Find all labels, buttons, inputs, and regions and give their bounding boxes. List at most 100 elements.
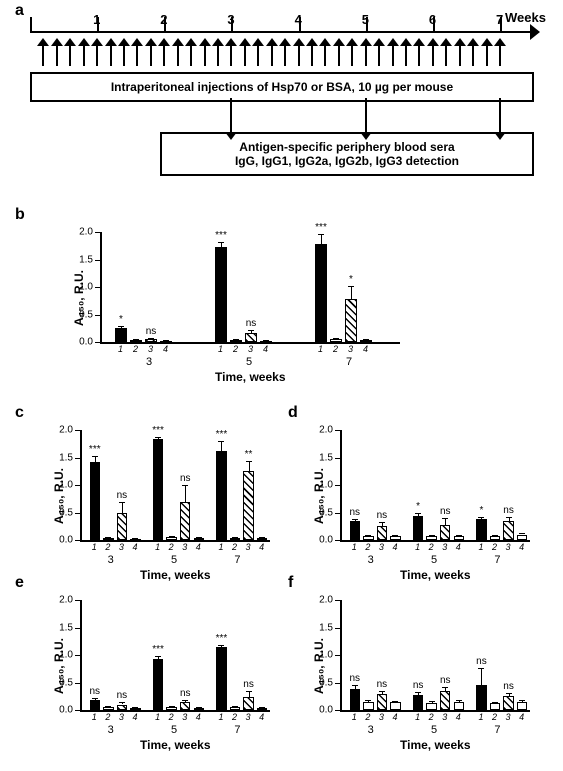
bar [363,536,374,540]
injection-arrow [306,36,318,66]
chart-f: 0.00.51.01.52.0A₄₅₀, R.U.ns12ns343ns12ns… [340,600,530,755]
panel-e-label: e [15,574,24,592]
detection-line1: Antigen-specific periphery blood sera [239,140,454,154]
injection-arrow [51,36,63,66]
bar [517,535,528,541]
bar [413,695,424,710]
bar [363,702,374,710]
injection-arrow [105,36,117,66]
bar [115,328,127,342]
bar [180,702,191,710]
bar [243,697,254,710]
bar [257,538,268,540]
bar [243,471,254,540]
bar [503,696,514,710]
injection-arrow [427,36,439,66]
bar [350,521,361,540]
injection-arrow [91,36,103,66]
bar [345,299,357,342]
panel-c-label: c [15,404,24,422]
injection-arrow [266,36,278,66]
injection-arrow [225,36,237,66]
injection-arrow [145,36,157,66]
injection-arrow [440,36,452,66]
timeline-tick [500,17,502,31]
injection-arrow [78,36,90,66]
timeline-tick [164,17,166,31]
injection-arrow [494,36,506,66]
injection-arrow [319,36,331,66]
bar [153,439,164,540]
bar [90,700,101,710]
bar [215,247,227,342]
timeline-axis [30,31,530,33]
injection-box: Intraperitoneal injections of Hsp70 or B… [30,72,534,102]
timeline-tick [299,17,301,31]
injection-arrow [467,36,479,66]
injection-arrow [293,36,305,66]
bar [440,691,451,710]
timeline-tick [366,17,368,31]
bar [390,702,401,710]
timeline-tick [433,17,435,31]
bar [245,333,257,342]
bar [145,339,157,342]
bar [503,521,514,540]
injection-arrow [400,36,412,66]
bar [454,702,465,710]
injection-arrow [199,36,211,66]
bar [476,519,487,540]
bar [166,707,177,710]
bar [230,707,241,710]
bar [103,707,114,710]
chart-b: 0.00.51.01.52.0A₄₅₀, R.U.*12ns343***12ns… [100,232,400,387]
chart-e: 0.00.51.01.52.0A₄₅₀, R.U.ns12ns343***12n… [80,600,270,755]
injection-arrow [346,36,358,66]
injection-arrow [185,36,197,66]
injection-arrow [239,36,251,66]
panel-a: Weeks 1234567 Intraperitoneal injections… [30,12,545,182]
bar [216,451,227,540]
injection-arrow [252,36,264,66]
injection-arrow [279,36,291,66]
timeline-tick [231,17,233,31]
bar [216,647,227,710]
bar [257,708,268,710]
bar [180,502,191,541]
injection-arrow [481,36,493,66]
timeline-tick [30,17,32,31]
chart-c: 0.00.51.01.52.0A₄₅₀, R.U.***12ns343***12… [80,430,270,585]
bar [440,525,451,540]
panel-f-label: f [288,574,293,592]
bar [426,703,437,710]
injection-arrow [37,36,49,66]
panel-b-label: b [15,206,25,224]
bar [103,538,114,540]
detection-line2: IgG, IgG1, IgG2a, IgG2b, IgG3 detection [235,154,459,168]
bar [490,703,501,710]
timeline-arrowhead [530,24,540,40]
bar [130,708,141,710]
bar [390,536,401,540]
injection-arrow [387,36,399,66]
bar [117,705,128,711]
bar [315,244,327,342]
bar [377,526,388,540]
panel-a-label: a [15,2,24,20]
bar [117,513,128,541]
bar [90,462,101,540]
bar [413,516,424,540]
bar [476,685,487,710]
injection-arrow [131,36,143,66]
bar [350,689,361,710]
bar [377,694,388,710]
bar [230,538,241,540]
injection-arrow [454,36,466,66]
bar [454,536,465,540]
chart-d: 0.00.51.01.52.0A₄₅₀, R.U.ns12ns343*12ns3… [340,430,530,585]
bar [426,536,437,540]
bar [230,340,242,342]
injection-arrow [158,36,170,66]
panel-d-label: d [288,404,298,422]
timeline-tick [97,17,99,31]
